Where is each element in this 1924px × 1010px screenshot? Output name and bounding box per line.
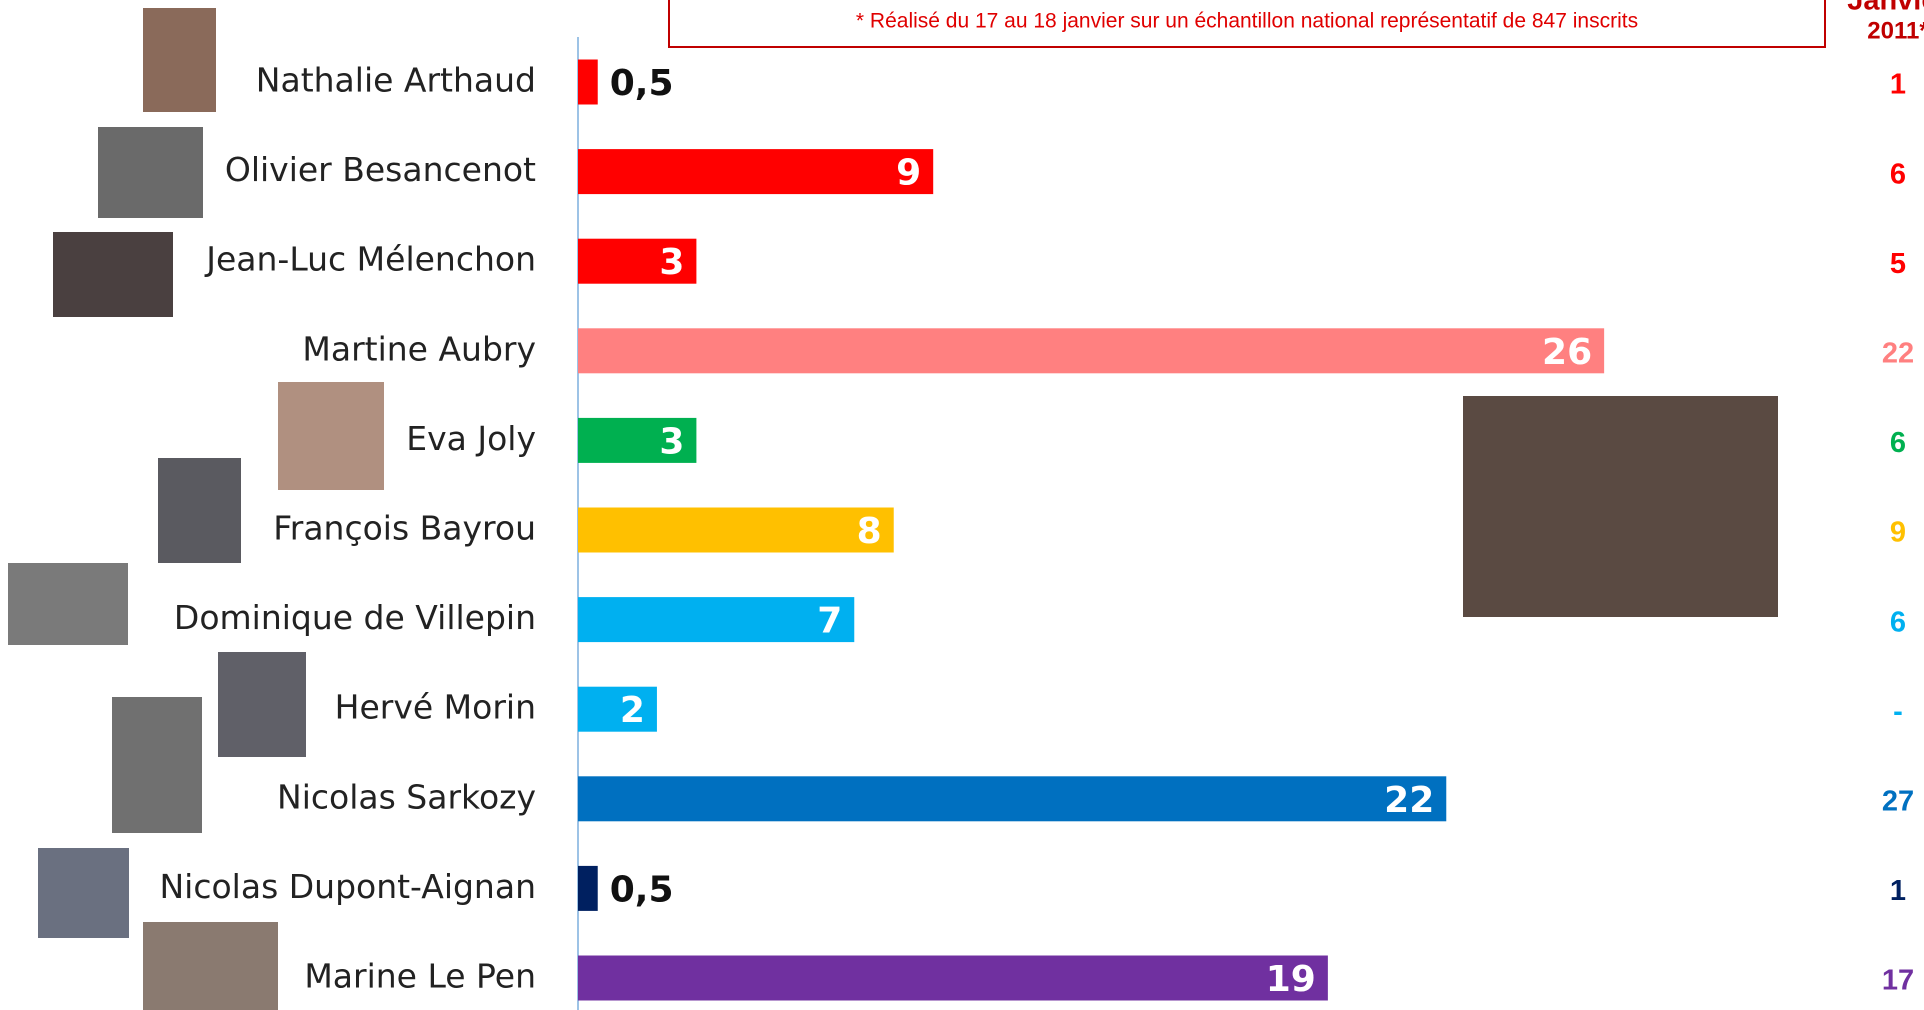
bar <box>578 956 1328 1001</box>
previous-value: 1 <box>1890 875 1906 907</box>
photo <box>143 922 278 1010</box>
bar <box>578 149 933 194</box>
category-label: Martine Aubry <box>302 329 536 368</box>
category-label: Jean-Luc Mélenchon <box>204 240 536 279</box>
photo <box>143 8 216 112</box>
bar <box>578 776 1446 821</box>
previous-value: 5 <box>1890 248 1906 280</box>
previous-value: - <box>1893 696 1903 728</box>
photo <box>218 652 306 757</box>
value-label: 22 <box>1384 780 1434 821</box>
previous-header: Janvier <box>1847 0 1924 17</box>
chart: * Réalisé du 17 au 18 janvier sur un éch… <box>0 0 1924 1010</box>
bar <box>578 328 1604 373</box>
value-label: 19 <box>1266 959 1316 1000</box>
note: * Réalisé du 17 au 18 janvier sur un éch… <box>856 10 1638 33</box>
value-label: 0,5 <box>610 869 674 910</box>
bar <box>578 508 894 553</box>
value-label: 0,5 <box>610 63 674 104</box>
photo <box>38 848 129 938</box>
previous-value: 6 <box>1890 427 1906 459</box>
previous-value: 17 <box>1882 965 1914 997</box>
photo <box>158 458 241 563</box>
photo <box>278 382 384 490</box>
previous-value: 27 <box>1882 785 1914 817</box>
value-label: 26 <box>1542 332 1592 373</box>
previous-value: 9 <box>1890 517 1906 549</box>
photo <box>8 563 128 645</box>
previous-value: 6 <box>1890 606 1906 638</box>
category-label: Marine Le Pen <box>304 957 536 996</box>
category-label: Hervé Morin <box>335 688 536 727</box>
previous-value: 22 <box>1882 337 1914 369</box>
value-label: 3 <box>659 242 684 283</box>
category-label: Nathalie Arthaud <box>256 61 536 100</box>
photo <box>98 127 203 218</box>
bar <box>578 597 854 642</box>
previous-value: 6 <box>1890 158 1906 190</box>
bar <box>578 687 657 732</box>
bar <box>578 866 598 911</box>
value-label: 9 <box>896 153 921 194</box>
category-label: Dominique de Villepin <box>174 598 536 637</box>
value-label: 3 <box>659 421 684 462</box>
category-label: Olivier Besancenot <box>225 150 536 189</box>
category-label: Eva Joly <box>406 419 536 458</box>
photo <box>1463 396 1778 617</box>
value-label: 2 <box>620 690 645 731</box>
value-label: 8 <box>857 511 882 552</box>
previous-value: 1 <box>1890 69 1906 101</box>
value-label: 7 <box>817 601 842 642</box>
previous-header: 2011* <box>1867 17 1924 44</box>
photo <box>53 232 173 317</box>
photo <box>112 697 202 833</box>
category-label: François Bayrou <box>273 509 536 548</box>
bar <box>578 60 598 105</box>
category-label: Nicolas Dupont-Aignan <box>159 867 536 906</box>
category-label: Nicolas Sarkozy <box>277 777 536 816</box>
